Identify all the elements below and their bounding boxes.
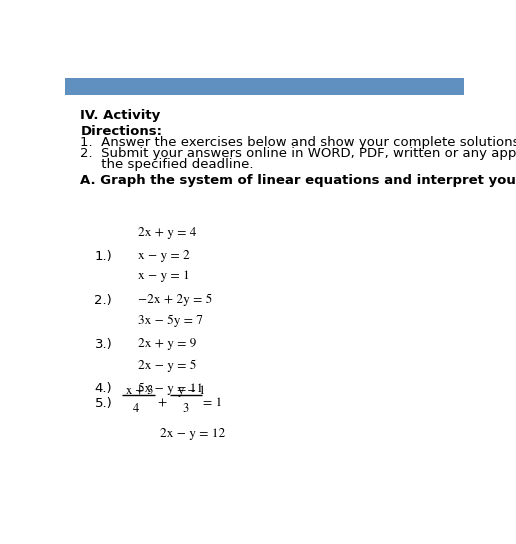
Text: +: +	[157, 398, 166, 409]
Text: 2x − y = 12: 2x − y = 12	[160, 428, 225, 440]
Text: x − y = 2: x − y = 2	[138, 250, 190, 262]
Text: −2x + 2y = 5: −2x + 2y = 5	[138, 294, 213, 306]
Text: 3x − 5y = 7: 3x − 5y = 7	[138, 314, 203, 327]
Text: y − 1: y − 1	[178, 385, 205, 397]
Text: 3: 3	[183, 403, 189, 415]
Text: 2x − y = 5: 2x − y = 5	[138, 360, 197, 372]
Text: 4.): 4.)	[94, 382, 112, 395]
Text: x − y = 1: x − y = 1	[138, 270, 190, 282]
Text: Directions:: Directions:	[80, 125, 163, 138]
Text: 5.): 5.)	[94, 398, 112, 411]
FancyBboxPatch shape	[64, 78, 464, 95]
Text: 4: 4	[133, 403, 139, 415]
Text: 2.  Submit your answers online in WORD, PDF, written or any applicable fo: 2. Submit your answers online in WORD, P…	[80, 147, 516, 160]
Text: 1.  Answer the exercises below and show your complete solutions, if applic: 1. Answer the exercises below and show y…	[80, 137, 516, 150]
Text: = 1: = 1	[203, 398, 222, 409]
Text: 2x + y = 4: 2x + y = 4	[138, 226, 197, 239]
Text: A. Graph the system of linear equations and interpret your answer.: A. Graph the system of linear equations …	[80, 174, 516, 187]
Text: 2.): 2.)	[94, 294, 112, 307]
Text: 5x − y = 11: 5x − y = 11	[138, 382, 204, 395]
Text: IV. Activity: IV. Activity	[80, 109, 161, 122]
Text: 3.): 3.)	[94, 337, 112, 350]
Text: the specified deadline.: the specified deadline.	[80, 158, 254, 171]
Text: x + 3: x + 3	[126, 385, 153, 397]
Text: 1.): 1.)	[94, 250, 112, 263]
Text: 2x + y = 9: 2x + y = 9	[138, 337, 197, 350]
